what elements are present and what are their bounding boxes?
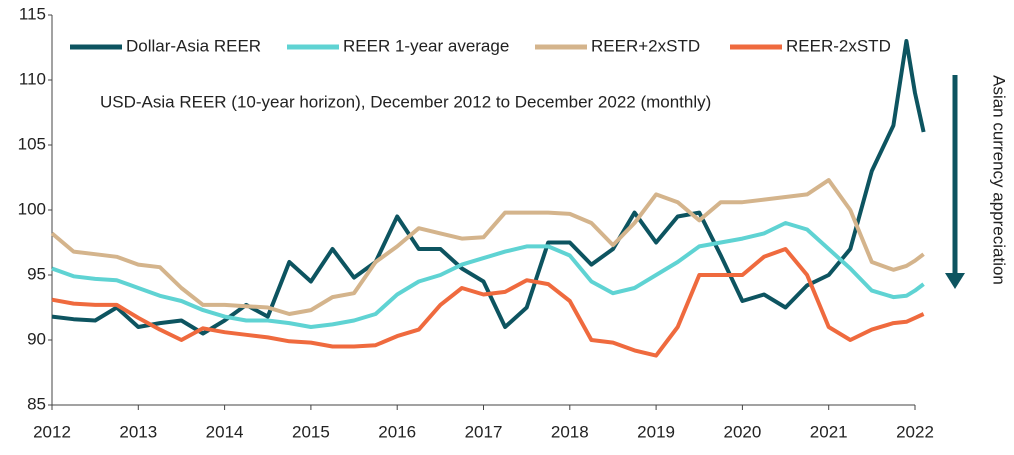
x-tick-label: 2016 xyxy=(378,422,416,441)
arrow-label: Asian currency appreciation xyxy=(990,75,1009,285)
series-line xyxy=(50,178,925,316)
y-tick-label: 95 xyxy=(27,264,46,283)
legend-label: Dollar-Asia REER xyxy=(126,36,261,55)
x-tick-label: 2017 xyxy=(465,422,503,441)
y-tick-label: 100 xyxy=(18,199,46,218)
series-line xyxy=(51,39,926,336)
y-tick-label: 90 xyxy=(27,329,46,348)
x-tick-label: 2021 xyxy=(810,422,848,441)
x-tick-label: 2012 xyxy=(33,422,71,441)
subtitle: USD-Asia REER (10-year horizon), Decembe… xyxy=(100,92,711,111)
y-tick-label: 85 xyxy=(27,394,46,413)
y-tick-label: 115 xyxy=(19,4,46,23)
x-tick-label: 2020 xyxy=(723,422,761,441)
y-tick-label: 110 xyxy=(19,69,46,88)
arrow-head xyxy=(945,273,965,289)
series-line xyxy=(51,221,925,329)
x-tick-label: 2014 xyxy=(206,422,244,441)
x-tick-label: 2015 xyxy=(292,422,330,441)
x-tick-label: 2013 xyxy=(119,422,157,441)
legend-label: REER 1-year average xyxy=(343,36,509,55)
series-line xyxy=(51,247,925,358)
legend-label: REER+2xSTD xyxy=(591,36,700,55)
x-tick-label: 2019 xyxy=(637,422,675,441)
legend-label: REER-2xSTD xyxy=(786,36,891,55)
y-tick-label: 105 xyxy=(18,134,46,153)
x-tick-label: 2018 xyxy=(551,422,589,441)
x-tick-label: 2022 xyxy=(896,422,934,441)
